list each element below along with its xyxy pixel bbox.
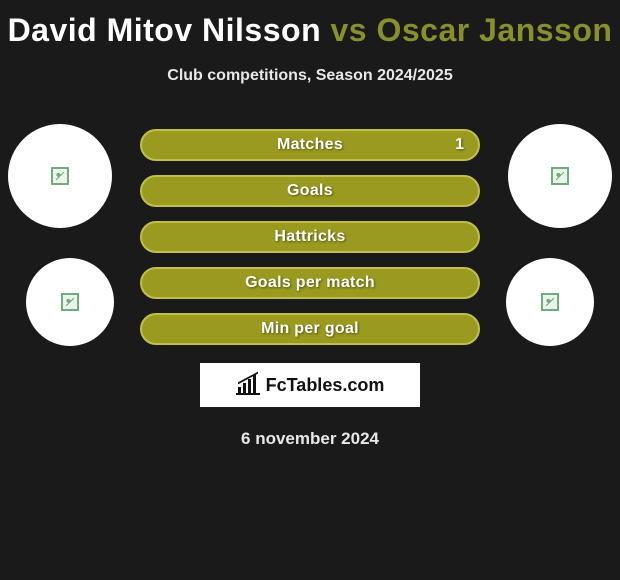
player2-avatar-secondary [506,258,594,346]
stat-label: Hattricks [274,228,345,246]
stat-row-matches: Matches 1 [140,129,480,161]
player1-name: David Mitov Nilsson [8,12,322,48]
stats-panel: Matches 1 Goals Hattricks Goals per matc… [140,129,480,345]
player2-name: Oscar Jansson [376,12,612,48]
stat-value-right: 1 [455,136,464,154]
stat-row-min-per-goal: Min per goal [140,313,480,345]
vs-separator: vs [331,12,368,48]
stat-label: Goals per match [245,274,375,292]
brand-text: FcTables.com [266,375,385,396]
page-title: David Mitov Nilsson vs Oscar Jansson [0,0,620,49]
player2-avatar-primary [508,124,612,228]
stat-label: Goals [287,182,333,200]
image-placeholder-icon [541,293,559,311]
brand-box: FcTables.com [200,363,420,407]
image-placeholder-icon [51,167,69,185]
stat-label: Matches [277,136,343,154]
subtitle: Club competitions, Season 2024/2025 [0,67,620,85]
stat-label: Min per goal [261,320,359,338]
stat-row-goals-per-match: Goals per match [140,267,480,299]
image-placeholder-icon [61,293,79,311]
bar-chart-icon [236,375,260,395]
stat-row-hattricks: Hattricks [140,221,480,253]
stat-row-goals: Goals [140,175,480,207]
image-placeholder-icon [551,167,569,185]
footer-date: 6 november 2024 [0,429,620,449]
player1-avatar-secondary [26,258,114,346]
player1-avatar-primary [8,124,112,228]
